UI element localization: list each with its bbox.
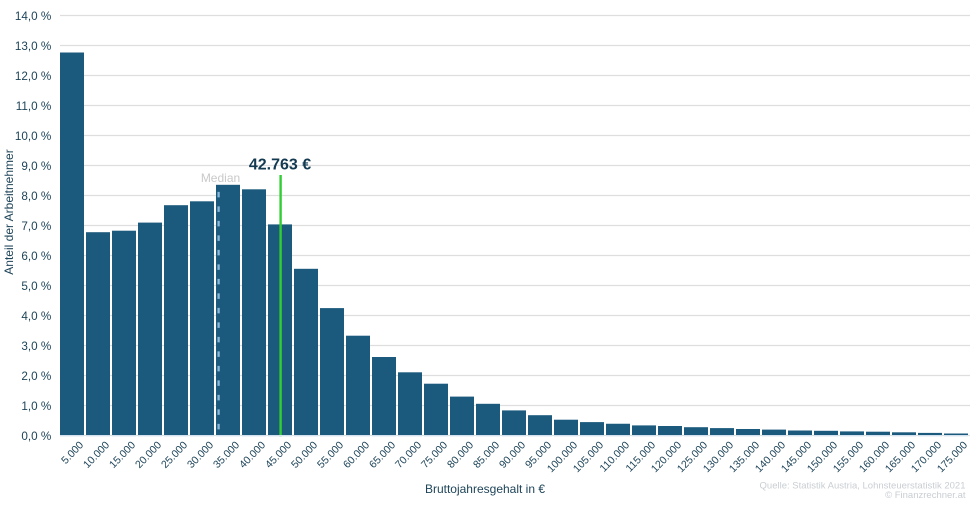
svg-text:14,0 %: 14,0 % bbox=[15, 10, 51, 23]
svg-text:© Finanzrechner.at: © Finanzrechner.at bbox=[885, 490, 966, 500]
svg-text:13,0 %: 13,0 % bbox=[15, 40, 51, 53]
svg-text:9,0 %: 9,0 % bbox=[21, 160, 51, 173]
svg-text:Quelle: Statistik Austria, Loh: Quelle: Statistik Austria, Lohnsteuersta… bbox=[760, 480, 966, 491]
svg-text:11,0 %: 11,0 % bbox=[16, 100, 52, 113]
svg-text:0,0 %: 0,0 % bbox=[21, 430, 51, 443]
svg-text:Anteil der Arbeitnehmer: Anteil der Arbeitnehmer bbox=[2, 149, 16, 274]
svg-text:10,0 %: 10,0 % bbox=[15, 130, 51, 143]
svg-text:4,0 %: 4,0 % bbox=[21, 310, 51, 323]
svg-text:6,0 %: 6,0 % bbox=[21, 250, 51, 263]
svg-text:Median: Median bbox=[201, 171, 240, 185]
svg-text:8,0 %: 8,0 % bbox=[21, 190, 51, 203]
svg-text:Bruttojahresgehalt in €: Bruttojahresgehalt in € bbox=[425, 482, 545, 496]
svg-text:42.763 €: 42.763 € bbox=[249, 157, 311, 174]
svg-text:5,0 %: 5,0 % bbox=[21, 280, 51, 293]
svg-text:7,0 %: 7,0 % bbox=[21, 220, 51, 233]
svg-text:3,0 %: 3,0 % bbox=[21, 340, 51, 353]
svg-text:12,0 %: 12,0 % bbox=[15, 70, 51, 83]
svg-text:2,0 %: 2,0 % bbox=[21, 370, 51, 383]
svg-text:1,0 %: 1,0 % bbox=[21, 400, 51, 413]
